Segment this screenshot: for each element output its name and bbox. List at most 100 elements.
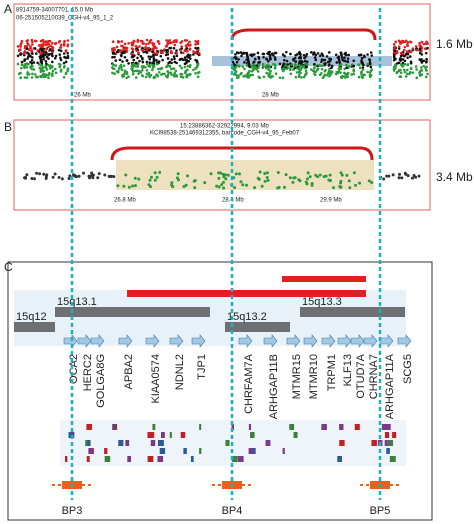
probe-dot — [124, 173, 128, 177]
probe-dot — [51, 69, 55, 73]
probe-dot — [185, 60, 189, 64]
probe-dot — [209, 172, 213, 176]
probe-dot — [237, 74, 240, 77]
probe-dot — [403, 59, 407, 63]
probe-dot — [33, 73, 37, 76]
probe-dot — [119, 53, 123, 57]
probe-dot — [169, 46, 173, 50]
probe-dot — [64, 56, 68, 60]
probe-dot — [352, 64, 355, 68]
probe-dot — [188, 43, 192, 47]
probe-dot — [284, 173, 288, 177]
probe-dot — [262, 52, 266, 56]
probe-dot — [196, 42, 200, 46]
probe-dot — [339, 75, 343, 79]
probe-dot — [234, 172, 238, 176]
probe-dot — [402, 68, 406, 72]
gene-label: GOLGA8G — [95, 354, 107, 408]
gene-arrow — [90, 334, 105, 348]
probe-dot — [194, 67, 197, 70]
probe-dot — [222, 175, 226, 179]
probe-dot — [340, 56, 344, 59]
probe-dot — [399, 54, 403, 58]
probe-dot — [48, 52, 52, 56]
probe-dot — [369, 51, 373, 54]
probe-dot — [171, 185, 175, 189]
probe-dot — [328, 59, 332, 63]
probe-dot — [19, 76, 22, 79]
probe-dot — [410, 176, 414, 180]
probe-dot — [297, 75, 301, 79]
probe-dot — [403, 70, 407, 74]
probe-dot — [312, 70, 316, 73]
probe-dot — [345, 66, 349, 70]
probe-dot — [398, 172, 402, 176]
probe-dot — [116, 69, 120, 73]
probe-dot — [294, 75, 298, 79]
probe-dot — [175, 54, 179, 58]
gene-label: CHRFAM7A — [243, 353, 255, 414]
probe-dot — [271, 52, 274, 56]
probe-dot — [170, 61, 173, 65]
probe-dot — [408, 40, 412, 44]
heatmap-cell — [86, 456, 90, 462]
heatmap-cell — [248, 448, 254, 454]
gene-arrow — [145, 334, 160, 348]
probe-dot — [136, 56, 139, 60]
probe-dot — [49, 44, 52, 47]
probe-dot — [292, 176, 296, 180]
probe-dot — [320, 64, 324, 68]
probe-dot — [32, 61, 36, 64]
probe-dot — [131, 184, 135, 188]
probe-dot — [47, 45, 50, 49]
probe-dot — [33, 47, 37, 50]
probe-dot — [20, 63, 24, 67]
probe-dot — [115, 45, 119, 49]
probe-dot — [145, 62, 149, 66]
probe-dot — [354, 183, 358, 187]
probe-dot — [273, 65, 277, 69]
probe-dot — [45, 62, 48, 66]
probe-dot — [185, 49, 189, 53]
probe-dot — [165, 65, 168, 69]
probe-dot — [397, 69, 401, 73]
probe-dot — [111, 71, 114, 75]
probe-dot — [325, 55, 329, 58]
probe-dot — [316, 175, 320, 179]
probe-dot — [147, 55, 150, 58]
probe-dot — [425, 60, 428, 63]
heatmap-cell — [384, 432, 390, 438]
probe-dot — [314, 53, 318, 57]
probe-dot — [48, 66, 52, 70]
probe-dot — [50, 48, 54, 51]
heatmap-cell — [282, 448, 285, 454]
probe-dot — [33, 39, 37, 43]
probe-dot — [42, 75, 46, 79]
probe-dot — [153, 178, 157, 182]
probe-dot — [401, 58, 405, 61]
probe-dot — [41, 38, 45, 42]
probe-dot — [258, 170, 262, 174]
cytoband — [225, 322, 290, 332]
probe-dot — [408, 71, 412, 74]
probe-dot — [157, 70, 161, 74]
probe-dot — [316, 67, 320, 71]
gene-arrow — [77, 334, 92, 348]
probe-dot — [392, 47, 396, 50]
ideogram-bg — [14, 290, 406, 346]
heatmap-cell — [225, 440, 230, 446]
heatmap-cell — [253, 448, 256, 454]
probe-dot — [265, 57, 268, 60]
probe-dot — [276, 170, 280, 174]
probe-dot — [409, 66, 413, 70]
probe-dot — [361, 68, 365, 71]
probe-dot — [408, 55, 412, 58]
probe-dot — [357, 63, 361, 67]
deletion-bracket — [230, 28, 377, 41]
probe-dot — [74, 175, 78, 179]
probe-dot — [196, 62, 200, 66]
probe-dot — [240, 54, 243, 58]
probe-dot — [48, 48, 52, 51]
probe-dot — [175, 75, 179, 78]
probe-dot — [294, 63, 297, 67]
